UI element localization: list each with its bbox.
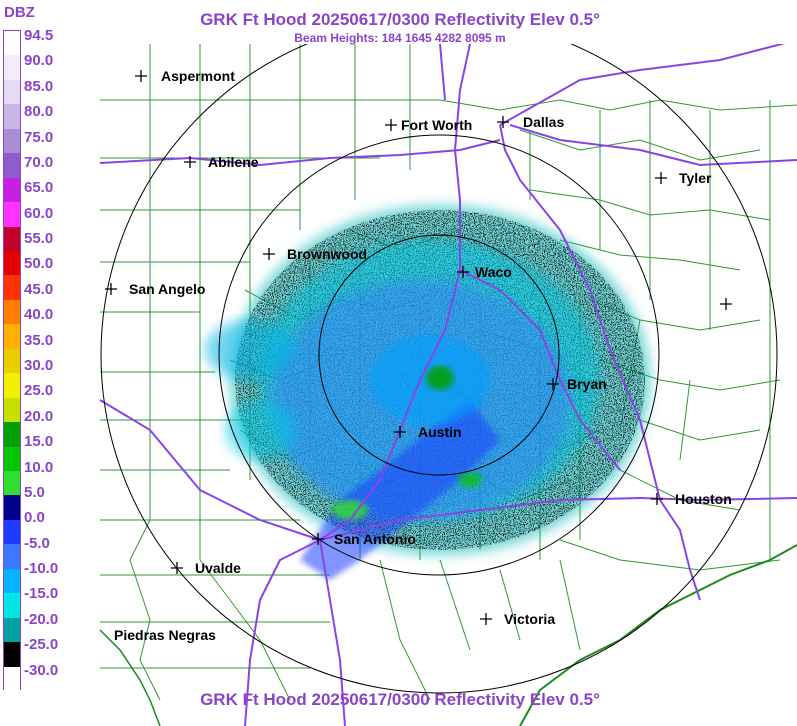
colorbar-swatch: [4, 348, 20, 374]
colorbar-swatch: [4, 153, 20, 179]
colorbar-tick-label: 85.0: [24, 77, 54, 95]
city-label: Fort Worth: [401, 117, 472, 133]
colorbar-tick-label: 90.0: [24, 52, 54, 70]
colorbar-swatch: [4, 128, 20, 154]
colorbar-swatch: [4, 299, 20, 325]
colorbar-unit: DBZ: [4, 4, 35, 21]
radar-map: Aspermont Fort Worth Dallas Abilene Tyler Bro…: [99, 44, 797, 726]
colorbar-tick-label: 0.0: [24, 509, 45, 527]
colorbar-tick-label: 5.0: [24, 483, 45, 501]
city-marker: [171, 562, 183, 574]
colorbar-tick-label: 94.5: [24, 27, 54, 44]
city-marker: [547, 378, 559, 390]
colorbar-tick-label: 65.0: [24, 179, 54, 197]
range-rings: [100, 44, 778, 694]
city-marker: [385, 119, 397, 131]
colorbar-swatch: [4, 593, 20, 619]
colorbar-tick-label: 10.0: [24, 458, 54, 476]
city-label: San Angelo: [129, 281, 206, 297]
colorbar-swatch: [4, 519, 20, 545]
colorbar-tick-label: 30.0: [24, 357, 54, 374]
colorbar-tick-label: 70.0: [24, 153, 54, 171]
city-label: Uvalde: [195, 560, 241, 576]
colorbar-swatch: [4, 251, 20, 276]
colorbar-swatch: [4, 324, 20, 350]
colorbar-swatch: [4, 544, 20, 570]
colorbar-swatch: [4, 422, 20, 448]
colorbar-swatch: [4, 226, 20, 252]
colorbar-swatch: [4, 55, 20, 81]
city-label: Aspermont: [161, 68, 235, 84]
city-marker: [312, 533, 324, 545]
colorbar-legend: DBZ 94.5 90.0 85.0 80.0 75.0 70.0 65.0 60.0 55.0…: [0, 0, 60, 726]
colorbar-swatch: [4, 666, 20, 692]
city-marker: [497, 116, 509, 128]
gulf-coastline: [519, 544, 797, 726]
colorbar-swatch: [4, 373, 20, 399]
city-marker: [655, 172, 667, 184]
city-label: Abilene: [208, 154, 259, 170]
city-marker: [184, 156, 196, 168]
colorbar-swatch: [4, 397, 20, 423]
colorbar-tick-label: 35.0: [24, 331, 54, 349]
city-label: Houston: [675, 491, 732, 507]
colorbar-tick-label: 55.0: [24, 230, 54, 248]
colorbar-tick-label: -5.0: [24, 534, 50, 552]
colorbar-tick-label: 40.0: [24, 306, 54, 324]
city-marker: [720, 298, 732, 310]
city-marker: [105, 283, 117, 295]
colorbar-tick-label: -15.0: [24, 585, 59, 603]
city-label: Bryan: [567, 376, 607, 392]
city-labels: Aspermont Fort Worth Dallas Abilene Tyler Bro…: [105, 68, 732, 643]
colorbar-swatch: [4, 642, 20, 668]
city-label: San Antonio: [334, 531, 416, 547]
reflectivity-echoes: [205, 205, 650, 580]
colorbar-swatch: [4, 617, 20, 643]
colorbar-tick-label: -25.0: [24, 636, 59, 654]
city-marker: [263, 248, 275, 260]
city-label: Tyler: [679, 170, 712, 186]
colorbar-swatch: [4, 177, 20, 203]
colorbar-swatch: [4, 202, 20, 228]
city-marker: [480, 613, 492, 625]
colorbar-swatch: [4, 568, 20, 594]
colorbar-tick-label: 60.0: [24, 204, 54, 222]
city-marker: [394, 426, 406, 438]
colorbar-tick-label: 75.0: [24, 128, 54, 146]
city-marker: [457, 266, 469, 278]
colorbar-tick-label: 45.0: [24, 280, 54, 298]
colorbar-swatch: [4, 79, 20, 105]
colorbar-tick-label: -10.0: [24, 560, 59, 578]
city-label: Austin: [418, 424, 462, 440]
product-title: GRK Ft Hood 20250617/0300 Reflectivity E…: [200, 10, 600, 29]
colorbar-tick-label: -20.0: [24, 610, 59, 628]
colorbar-tick-label: 50.0: [24, 255, 54, 273]
colorbar-swatch: [4, 31, 20, 56]
rio-grande-border: [99, 629, 161, 726]
colorbar-swatch: [4, 104, 20, 130]
colorbar-swatch: [4, 446, 20, 472]
colorbar-tick-label: 20.0: [24, 407, 54, 425]
colorbar-strip: [3, 30, 21, 692]
beam-heights: Beam Heights: 184 1645 4282 8095 m: [294, 31, 506, 45]
city-label: Dallas: [523, 114, 564, 130]
colorbar-tick-label: 15.0: [24, 433, 54, 451]
city-label: Victoria: [504, 611, 555, 627]
colorbar-tick-label: 25.0: [24, 382, 54, 400]
city-marker: [135, 70, 147, 82]
product-footer: GRK Ft Hood 20250617/0300 Reflectivity E…: [200, 690, 600, 709]
colorbar-swatch: [4, 275, 20, 301]
city-label: Brownwood: [287, 246, 367, 262]
colorbar-tick-label: 80.0: [24, 103, 54, 121]
colorbar-swatch: [4, 495, 20, 521]
city-marker: [651, 493, 663, 505]
colorbar-tick-label: -30.0: [24, 661, 59, 679]
city-label: Piedras Negras: [114, 627, 216, 643]
colorbar-swatch: [4, 471, 20, 496]
city-label: Waco: [475, 264, 512, 280]
highways: [99, 44, 797, 726]
